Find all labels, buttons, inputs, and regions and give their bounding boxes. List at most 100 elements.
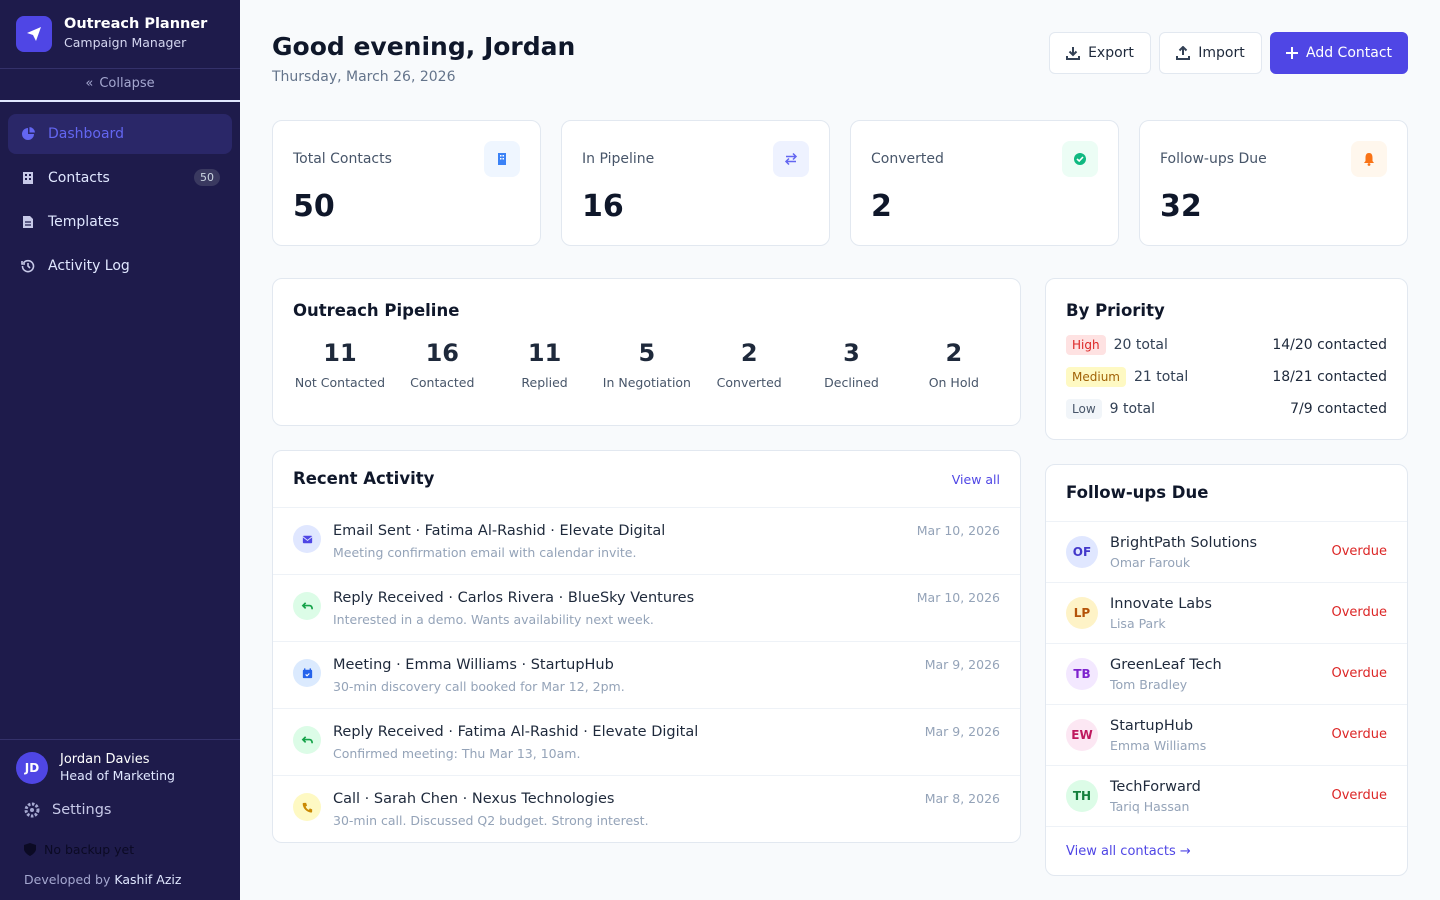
priority-total: 9 total — [1109, 401, 1156, 417]
priority-row: High 20 total 14/20 contacted — [1066, 333, 1387, 357]
stat-value: 32 — [1160, 189, 1202, 224]
backup-text: No backup yet — [44, 842, 135, 857]
priority-row: Medium 21 total 18/21 contacted — [1066, 365, 1387, 389]
stage-count: 11 — [323, 339, 357, 367]
pipeline-stage: 11 Not Contacted — [293, 339, 387, 464]
stage-label: On Hold — [928, 375, 979, 390]
followup-row: OF BrightPath Solutions Omar Farouk Overdue — [1046, 521, 1407, 582]
stat-value: 50 — [293, 189, 335, 224]
stat-value: 2 — [871, 189, 892, 224]
followup-status: Overdue — [1331, 727, 1387, 742]
followup-person: Lisa Park — [1110, 616, 1166, 631]
nav-label: Activity Log — [48, 258, 130, 274]
stat-label: Converted — [871, 151, 944, 167]
export-button[interactable]: Export — [1049, 32, 1151, 74]
activity-row: Reply Received · Carlos Rivera · BlueSky… — [273, 574, 1020, 641]
priority-pill: High — [1066, 335, 1106, 355]
stage-count: 11 — [527, 339, 562, 367]
stat-card: Converted 2 — [850, 120, 1119, 246]
nav-label: Templates — [48, 214, 120, 230]
sidebar: Outreach Planner Campaign Manager «Colla… — [0, 0, 240, 900]
activity-date: Mar 10, 2026 — [916, 523, 1000, 538]
stat-icon — [1062, 141, 1098, 177]
card-title: Outreach Pipeline — [293, 301, 460, 320]
credit-prefix: Developed by — [24, 872, 111, 887]
followup-person: Tom Bradley — [1110, 677, 1188, 692]
activity-title: Email Sent · Fatima Al-Rashid · Elevate … — [333, 523, 666, 539]
followup-avatar: OF — [1066, 536, 1098, 568]
activity-icon — [293, 726, 321, 754]
import-button[interactable]: Import — [1159, 32, 1262, 74]
followup-avatar: TB — [1066, 658, 1098, 690]
stage-count: 3 — [843, 339, 860, 367]
followup-person: Emma Williams — [1110, 738, 1207, 753]
followup-status: Overdue — [1331, 544, 1387, 559]
activity-icon — [293, 659, 321, 687]
view-all-contacts-link[interactable]: View all contacts → — [1066, 844, 1191, 859]
pipeline-stage: 3 Declined — [804, 339, 899, 464]
pipeline-stage: 5 In Negotiation — [599, 339, 694, 464]
activity-icon — [293, 592, 321, 620]
settings-button[interactable]: Settings — [16, 796, 224, 824]
followup-status: Overdue — [1331, 788, 1387, 803]
activity-title: Call · Sarah Chen · Nexus Technologies — [333, 791, 615, 807]
activity-date: Mar 8, 2026 — [924, 791, 1000, 806]
followup-company: TechForward — [1110, 779, 1201, 795]
stage-label: Replied — [521, 375, 568, 390]
followup-row: EW StartupHub Emma Williams Overdue — [1046, 704, 1407, 765]
divider — [1046, 826, 1407, 827]
stat-card: In Pipeline 16 — [561, 120, 830, 246]
followup-status: Overdue — [1331, 666, 1387, 681]
nav-item[interactable]: Contacts 50 — [8, 158, 232, 198]
followup-avatar: LP — [1066, 597, 1098, 629]
user-name: Jordan Davies — [60, 752, 150, 767]
priority-total: 20 total — [1113, 337, 1168, 353]
pipeline-stage: 11 Replied — [497, 339, 592, 464]
followup-company: GreenLeaf Tech — [1110, 657, 1222, 673]
nav-item[interactable]: Dashboard — [8, 114, 232, 154]
date: Thursday, March 26, 2026 — [272, 69, 456, 85]
activity-note: Confirmed meeting: Thu Mar 13, 10am. — [333, 746, 581, 761]
stat-label: Total Contacts — [293, 151, 392, 167]
stage-count: 5 — [638, 339, 656, 367]
activity-note: Interested in a demo. Wants availability… — [333, 612, 654, 627]
followup-person: Tariq Hassan — [1110, 799, 1190, 814]
followup-company: StartupHub — [1110, 718, 1194, 734]
followup-row: LP Innovate Labs Lisa Park Overdue — [1046, 582, 1407, 643]
pipeline-stage: 16 Contacted — [395, 339, 490, 464]
greeting: Good evening, Jordan — [272, 32, 576, 61]
card-title: Recent Activity — [293, 469, 435, 488]
credit: Developed by Kashif Aziz — [24, 872, 181, 887]
credit-name: Kashif Aziz — [114, 872, 182, 887]
stage-count: 16 — [425, 339, 459, 367]
user-role: Head of Marketing — [60, 768, 175, 783]
priority-row: Low 9 total 7/9 contacted — [1066, 397, 1387, 421]
add-contact-label: Add Contact — [1305, 45, 1393, 61]
followup-status: Overdue — [1331, 605, 1387, 620]
activity-row: Meeting · Emma Williams · StartupHub 30-m… — [273, 641, 1020, 708]
activity-date: Mar 9, 2026 — [924, 724, 1000, 739]
stat-icon — [1351, 141, 1387, 177]
activity-icon — [293, 793, 321, 821]
card-title: Follow-ups Due — [1066, 483, 1209, 502]
stat-card: Follow-ups Due 32 — [1139, 120, 1408, 246]
import-label: Import — [1198, 45, 1245, 61]
view-all-link[interactable]: View all — [951, 472, 1000, 487]
activity-note: Meeting confirmation email with calendar… — [333, 545, 637, 560]
add-contact-button[interactable]: Add Contact — [1270, 32, 1408, 74]
nav-badge: 50 — [194, 169, 220, 186]
export-label: Export — [1088, 45, 1134, 61]
followup-avatar: TH — [1066, 780, 1098, 812]
nav-label: Contacts — [48, 170, 110, 186]
pipeline-card: Outreach Pipeline 11 Not Contacted 16 Conta… — [272, 278, 1021, 464]
collapse-label: Collapse — [99, 76, 155, 91]
nav-item[interactable]: Templates — [8, 202, 232, 242]
activity-title: Reply Received · Carlos Rivera · BlueSky… — [333, 590, 695, 606]
app-name: Outreach Planner — [64, 16, 208, 32]
activity-title: Reply Received · Fatima Al-Rashid · Elev… — [333, 724, 699, 740]
collapse-button[interactable]: «Collapse — [85, 76, 155, 91]
priority-contacted: 18/21 contacted — [1272, 369, 1387, 385]
nav-item[interactable]: Activity Log — [8, 246, 232, 286]
